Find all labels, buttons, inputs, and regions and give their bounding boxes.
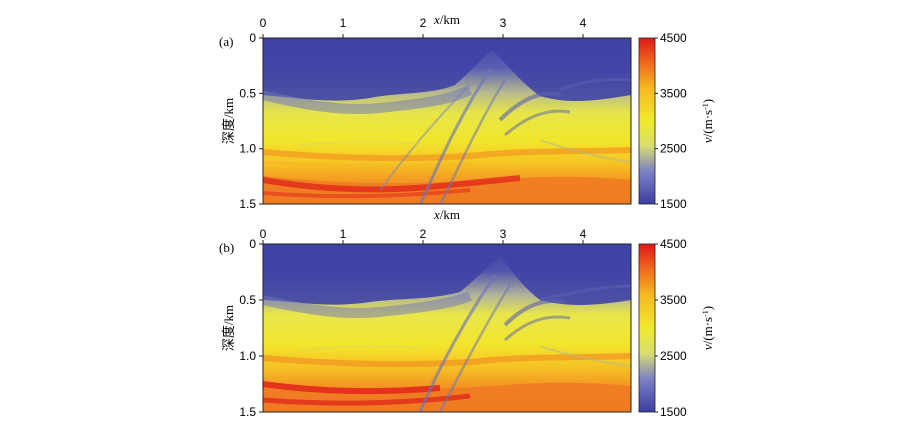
colorbar-tick-label-b: 3500 (660, 293, 687, 307)
colorbar-tick-label-b: 1500 (660, 405, 687, 419)
colorbar-tick-label-a: 2500 (660, 142, 687, 156)
y-tick-label-b: 1.5 (239, 405, 256, 419)
y-tick-label-a: 1.5 (239, 197, 256, 211)
y-tick-label-a: 0.5 (239, 86, 256, 100)
colorbar-label-b: v/(m·s-1) (700, 306, 715, 350)
colorbar-tick-label-b: 4500 (660, 237, 687, 251)
panel-label-b: (b) (219, 240, 234, 255)
y-axis-label-a: 深度/km (221, 98, 236, 144)
x-tick-label-a: 2 (420, 16, 427, 30)
colorbar-label-a: v/(m·s-1) (700, 99, 715, 143)
heatmap-a (263, 38, 631, 204)
y-tick-label-a: 0 (249, 31, 256, 45)
colorbar-tick-label-b: 2500 (660, 349, 687, 363)
panel-label-a: (a) (219, 34, 233, 49)
panel-a (262, 37, 632, 205)
y-tick-label-b: 0.5 (239, 293, 256, 307)
x-tick-label-b: 3 (500, 227, 507, 241)
x-tick-label-b: 1 (340, 227, 347, 241)
panel-b (262, 243, 632, 413)
colorbar-tick-label-a: 1500 (660, 197, 687, 211)
colorbar-a (638, 37, 656, 205)
x-axis-label-b: x/km (433, 207, 460, 222)
colorbar-tick-label-a: 3500 (660, 86, 687, 100)
x-tick-label-a: 0 (260, 16, 267, 30)
x-axis-label-a: x/km (433, 12, 460, 27)
x-tick-label-a: 3 (500, 16, 507, 30)
y-tick-label-a: 1.0 (239, 142, 256, 156)
y-tick-label-b: 1.0 (239, 349, 256, 363)
heatmap-b (263, 244, 631, 412)
y-tick-label-b: 0 (249, 237, 256, 251)
x-tick-label-a: 1 (340, 16, 347, 30)
x-tick-label-b: 0 (260, 227, 267, 241)
colorbar-tick-label-a: 4500 (660, 31, 687, 45)
y-axis-label-b: 深度/km (221, 305, 236, 351)
x-tick-label-b: 2 (420, 227, 427, 241)
colorbar-b (638, 243, 656, 413)
x-tick-label-b: 4 (580, 227, 587, 241)
x-tick-label-a: 4 (580, 16, 587, 30)
